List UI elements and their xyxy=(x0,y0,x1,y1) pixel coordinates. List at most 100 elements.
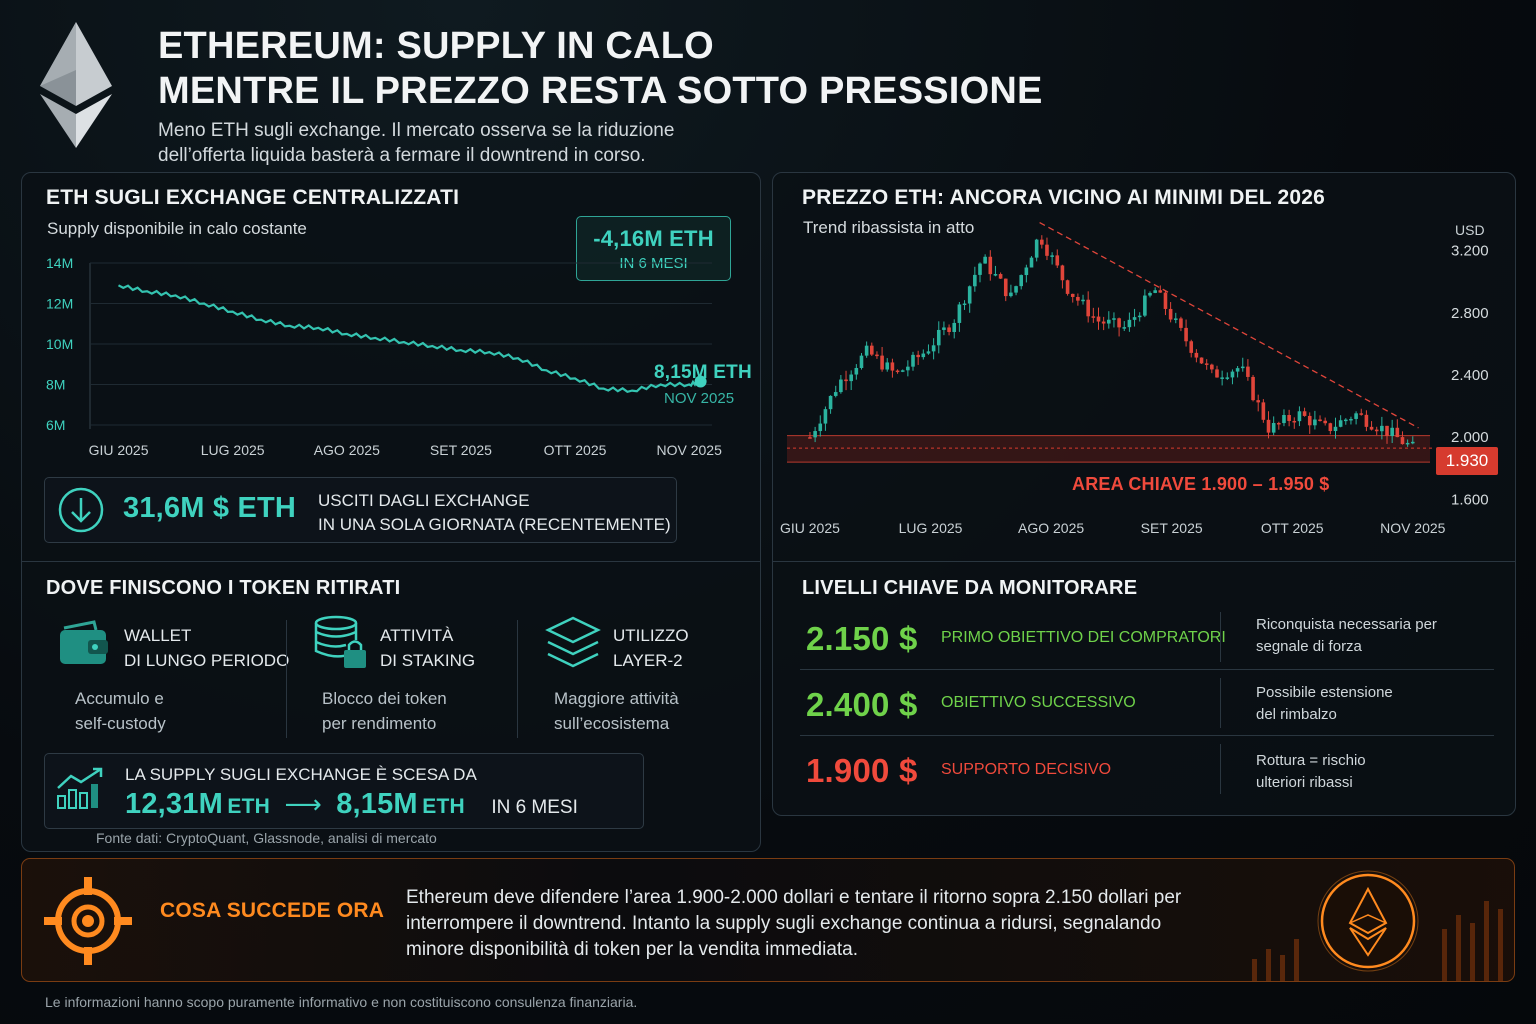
price-candle xyxy=(1323,420,1327,424)
price-candle xyxy=(1225,377,1230,379)
price-candle xyxy=(1313,419,1317,426)
price-chart-subtitle: Trend ribassista in atto xyxy=(803,218,975,237)
outlook-text-line-3: minore disponibilità di token per la ven… xyxy=(406,939,859,960)
price-candle xyxy=(1374,429,1379,432)
price-x-tick-label: NOV 2025 xyxy=(1380,520,1446,536)
supply-x-tick-label: AGO 2025 xyxy=(314,442,380,458)
price-candle xyxy=(1132,317,1137,320)
price-candle xyxy=(1261,402,1266,420)
price-candle xyxy=(978,263,982,275)
supply-x-tick-label: LUG 2025 xyxy=(201,442,265,458)
price-candle xyxy=(952,322,957,333)
price-candle xyxy=(1137,315,1142,318)
price-x-tick-label: OTT 2025 xyxy=(1261,520,1324,536)
destination-staking-desc-1: Blocco dei token xyxy=(322,689,447,708)
price-candle xyxy=(1240,366,1245,369)
destination-layer2-title: UTILIZZO LAYER-2 xyxy=(613,623,689,673)
price-candle xyxy=(1220,377,1224,379)
destination-layer2-desc-2: sull’ecosistema xyxy=(554,714,670,733)
price-candle xyxy=(1019,275,1024,287)
price-candle xyxy=(1204,363,1209,365)
price-candle xyxy=(967,286,972,304)
outlook-heading: COSA SUCCEDE ORA xyxy=(160,899,385,922)
level-vdivider-2 xyxy=(1220,678,1221,728)
level-note-2400-line-2: del rimbalzo xyxy=(1256,706,1337,723)
rising-bars-chart-icon xyxy=(57,767,103,809)
price-candle xyxy=(1003,278,1008,297)
outlook-text-line-2: interrompere il downtrend. Intanto la su… xyxy=(406,913,1162,934)
current-price-badge: 1.930 xyxy=(1436,447,1498,475)
price-candle xyxy=(1045,244,1049,256)
level-label-2400: OBIETTIVO SUCCESSIVO xyxy=(941,694,1136,711)
price-candle xyxy=(880,355,884,370)
price-candle xyxy=(1405,442,1410,445)
price-candle xyxy=(1364,414,1369,427)
price-candle xyxy=(1395,427,1400,438)
price-candle xyxy=(864,345,869,356)
price-candle xyxy=(1050,255,1054,257)
price-candle xyxy=(895,370,900,373)
left-panel-divider xyxy=(22,561,760,562)
outlook-banner: COSA SUCCEDE ORA Ethereum deve difendere… xyxy=(21,858,1515,982)
price-candle xyxy=(1338,420,1343,427)
supply-end-point xyxy=(694,375,707,388)
price-candle xyxy=(1127,319,1132,328)
price-candle xyxy=(1091,316,1096,318)
outlook-text-line-1: Ethereum deve difendere l’area 1.900-2.0… xyxy=(406,887,1182,908)
wallet-icon xyxy=(60,620,108,664)
price-candle xyxy=(854,367,859,375)
price-candle xyxy=(936,329,941,346)
price-candlestick-chart: USD 3.200 2.800 2.400 2.000 1.600 GIU 2025 LUG … xyxy=(780,221,1489,536)
price-x-tick-label: AGO 2025 xyxy=(1018,520,1084,536)
level-row-2150: 2.150 $ PRIMO OBIETTIVO DEI COMPRATORI R… xyxy=(800,610,1494,670)
level-price-1900: 1.900 $ xyxy=(806,752,918,789)
data-source-note: Fonte dati: CryptoQuant, Glassnode, anal… xyxy=(96,830,437,846)
price-candle xyxy=(1173,318,1178,320)
price-y-tick-label: 3.200 xyxy=(1451,243,1489,260)
level-note-1900-line-2: ulteriori ribassi xyxy=(1256,774,1353,791)
key-area-band xyxy=(787,435,1430,463)
price-y-tick-label: 2.400 xyxy=(1451,367,1489,384)
price-candle xyxy=(1333,426,1338,432)
price-candle xyxy=(1256,400,1261,403)
price-candle xyxy=(1266,419,1271,433)
destination-staking-title-1: ATTIVITÀ xyxy=(380,626,454,645)
price-candle xyxy=(1277,422,1281,425)
level-price-2400: 2.400 $ xyxy=(806,686,918,723)
disclaimer: Le informazioni hanno scopo puramente in… xyxy=(45,994,638,1010)
supply-summary-values: 12,31M ETH ⟶ 8,15M ETH IN 6 MESI xyxy=(125,788,578,821)
price-candle xyxy=(1040,239,1044,245)
supply-series-line xyxy=(117,284,702,393)
price-candle xyxy=(1400,437,1405,445)
right-panel-divider xyxy=(773,561,1515,562)
destination-divider-2 xyxy=(517,620,518,738)
price-candle xyxy=(849,374,853,382)
price-candle xyxy=(869,345,874,355)
destination-wallet-desc-1: Accumulo e xyxy=(75,689,164,708)
price-candle xyxy=(1060,265,1065,281)
price-y-tick-label: 1.600 xyxy=(1451,491,1489,508)
ethereum-coin-icon xyxy=(1317,870,1419,972)
price-candle xyxy=(1230,371,1235,378)
outflow-description: USCITI DAGLI EXCHANGE IN UNA SOLA GIORNA… xyxy=(318,489,671,537)
price-candle xyxy=(1385,425,1389,437)
supply-end-value-label: 8,15M ETH xyxy=(654,362,752,383)
price-candle xyxy=(1143,295,1147,316)
price-candle xyxy=(818,423,823,432)
price-chart-title: PREZZO ETH: ANCORA VICINO AI MINIMI DEL … xyxy=(802,186,1325,209)
supply-x-tick-label: GIU 2025 xyxy=(89,442,149,458)
supply-x-tick-label: NOV 2025 xyxy=(656,442,722,458)
level-vdivider-1 xyxy=(1220,612,1221,662)
price-candle xyxy=(926,351,931,354)
price-candle xyxy=(1070,293,1075,297)
destination-divider-1 xyxy=(286,620,287,738)
price-candle xyxy=(1318,419,1322,422)
price-candle xyxy=(1112,318,1116,320)
price-candle xyxy=(1287,415,1291,421)
price-candle xyxy=(1117,318,1121,328)
price-candle xyxy=(1189,341,1194,353)
outflow-line-2: IN UNA SOLA GIORNATA (RECENTEMENTE) xyxy=(318,515,671,534)
outlook-text: Ethereum deve difendere l’area 1.900-2.0… xyxy=(406,885,1181,963)
title-line-1: ETHEREUM: SUPPLY IN CALO xyxy=(158,25,714,67)
price-y-tick-label: 2.800 xyxy=(1451,305,1489,322)
